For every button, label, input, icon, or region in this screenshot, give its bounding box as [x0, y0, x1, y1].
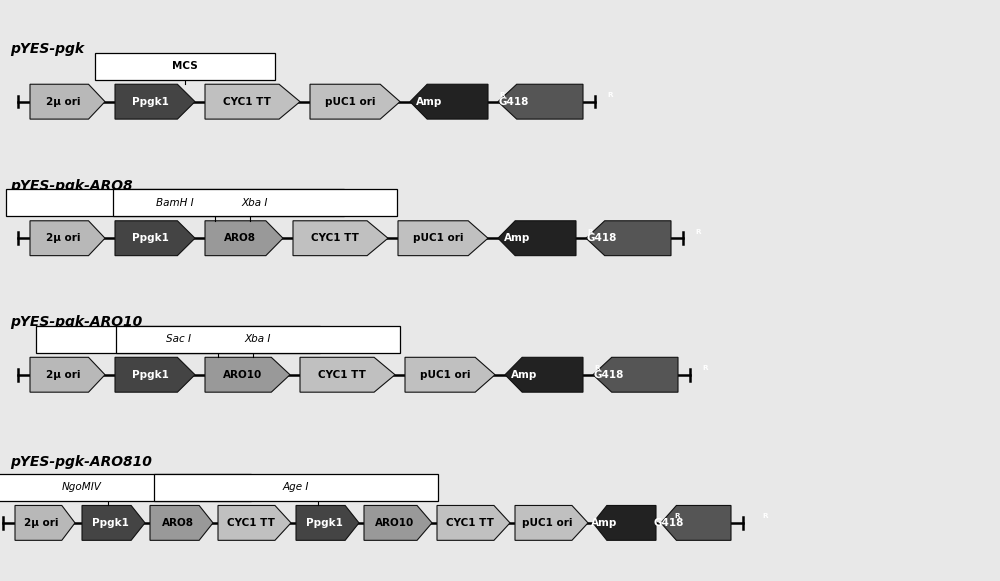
Text: pUC1 ori: pUC1 ori: [522, 518, 573, 528]
FancyBboxPatch shape: [116, 326, 400, 353]
Text: R: R: [594, 365, 599, 371]
Polygon shape: [505, 357, 583, 392]
Text: Ppgk1: Ppgk1: [132, 370, 169, 380]
Polygon shape: [150, 505, 213, 540]
Polygon shape: [205, 84, 300, 119]
Text: R: R: [607, 92, 613, 98]
Text: pYES-pgk-ARO10: pYES-pgk-ARO10: [10, 315, 142, 329]
Text: G418: G418: [586, 233, 617, 243]
Text: R: R: [674, 513, 680, 519]
Text: ARO10: ARO10: [223, 370, 262, 380]
Polygon shape: [364, 505, 432, 540]
Text: ARO10: ARO10: [375, 518, 414, 528]
Polygon shape: [205, 357, 290, 392]
FancyBboxPatch shape: [0, 474, 250, 501]
Polygon shape: [515, 505, 588, 540]
Polygon shape: [30, 357, 105, 392]
Text: Ppgk1: Ppgk1: [306, 518, 342, 528]
Text: pYES-pgk-ARO810: pYES-pgk-ARO810: [10, 455, 152, 469]
Text: BamH I: BamH I: [156, 198, 194, 208]
Polygon shape: [498, 84, 583, 119]
FancyBboxPatch shape: [113, 189, 397, 216]
Polygon shape: [300, 357, 395, 392]
Text: Xba I: Xba I: [242, 198, 268, 208]
Text: CYC1 TT: CYC1 TT: [227, 518, 274, 528]
Text: Amp: Amp: [416, 96, 442, 107]
Text: R: R: [702, 365, 708, 371]
Polygon shape: [293, 221, 388, 256]
Polygon shape: [405, 357, 495, 392]
Polygon shape: [218, 505, 291, 540]
Text: MCS: MCS: [172, 61, 198, 71]
FancyBboxPatch shape: [36, 326, 320, 353]
Text: G418: G418: [593, 370, 624, 380]
FancyBboxPatch shape: [6, 189, 344, 216]
Text: Sac I: Sac I: [166, 334, 190, 345]
Polygon shape: [410, 84, 488, 119]
Text: 2μ ori: 2μ ori: [46, 233, 81, 243]
Text: CYC1 TT: CYC1 TT: [446, 518, 493, 528]
FancyBboxPatch shape: [154, 474, 438, 501]
Text: NgoMIV: NgoMIV: [62, 482, 102, 493]
Polygon shape: [115, 357, 195, 392]
Polygon shape: [30, 221, 105, 256]
Polygon shape: [661, 505, 731, 540]
Polygon shape: [586, 221, 671, 256]
Text: R: R: [763, 513, 768, 519]
Polygon shape: [437, 505, 510, 540]
Text: 2μ ori: 2μ ori: [46, 96, 81, 107]
Polygon shape: [593, 505, 656, 540]
Polygon shape: [310, 84, 400, 119]
Polygon shape: [498, 221, 576, 256]
Text: ARO8: ARO8: [162, 518, 194, 528]
Text: R: R: [587, 228, 592, 235]
Text: CYC1 TT: CYC1 TT: [318, 370, 366, 380]
Text: CYC1 TT: CYC1 TT: [311, 233, 359, 243]
Text: pUC1 ori: pUC1 ori: [413, 233, 463, 243]
Text: G418: G418: [654, 518, 684, 528]
Text: Xba I: Xba I: [245, 334, 271, 345]
Text: pUC1 ori: pUC1 ori: [420, 370, 470, 380]
Text: Age I: Age I: [283, 482, 309, 493]
Text: Ppgk1: Ppgk1: [132, 96, 169, 107]
Text: pYES-pgk: pYES-pgk: [10, 42, 84, 56]
Polygon shape: [15, 505, 75, 540]
Text: 2μ ori: 2μ ori: [46, 370, 81, 380]
Polygon shape: [398, 221, 488, 256]
Text: R: R: [695, 228, 701, 235]
Text: 2μ ori: 2μ ori: [24, 518, 59, 528]
Text: pUC1 ori: pUC1 ori: [325, 96, 375, 107]
Text: R: R: [499, 92, 504, 98]
Polygon shape: [115, 84, 195, 119]
Polygon shape: [115, 221, 195, 256]
Text: G418: G418: [498, 96, 529, 107]
Text: ARO8: ARO8: [224, 233, 256, 243]
FancyBboxPatch shape: [95, 53, 275, 80]
Polygon shape: [296, 505, 359, 540]
Text: Ppgk1: Ppgk1: [92, 518, 128, 528]
Polygon shape: [30, 84, 105, 119]
Polygon shape: [593, 357, 678, 392]
Polygon shape: [82, 505, 145, 540]
Text: Amp: Amp: [591, 518, 617, 528]
Polygon shape: [205, 221, 283, 256]
Text: Ppgk1: Ppgk1: [132, 233, 169, 243]
Text: Amp: Amp: [504, 233, 530, 243]
Text: Amp: Amp: [511, 370, 537, 380]
Text: CYC1 TT: CYC1 TT: [223, 96, 271, 107]
Text: pYES-pgk-ARO8: pYES-pgk-ARO8: [10, 179, 133, 193]
